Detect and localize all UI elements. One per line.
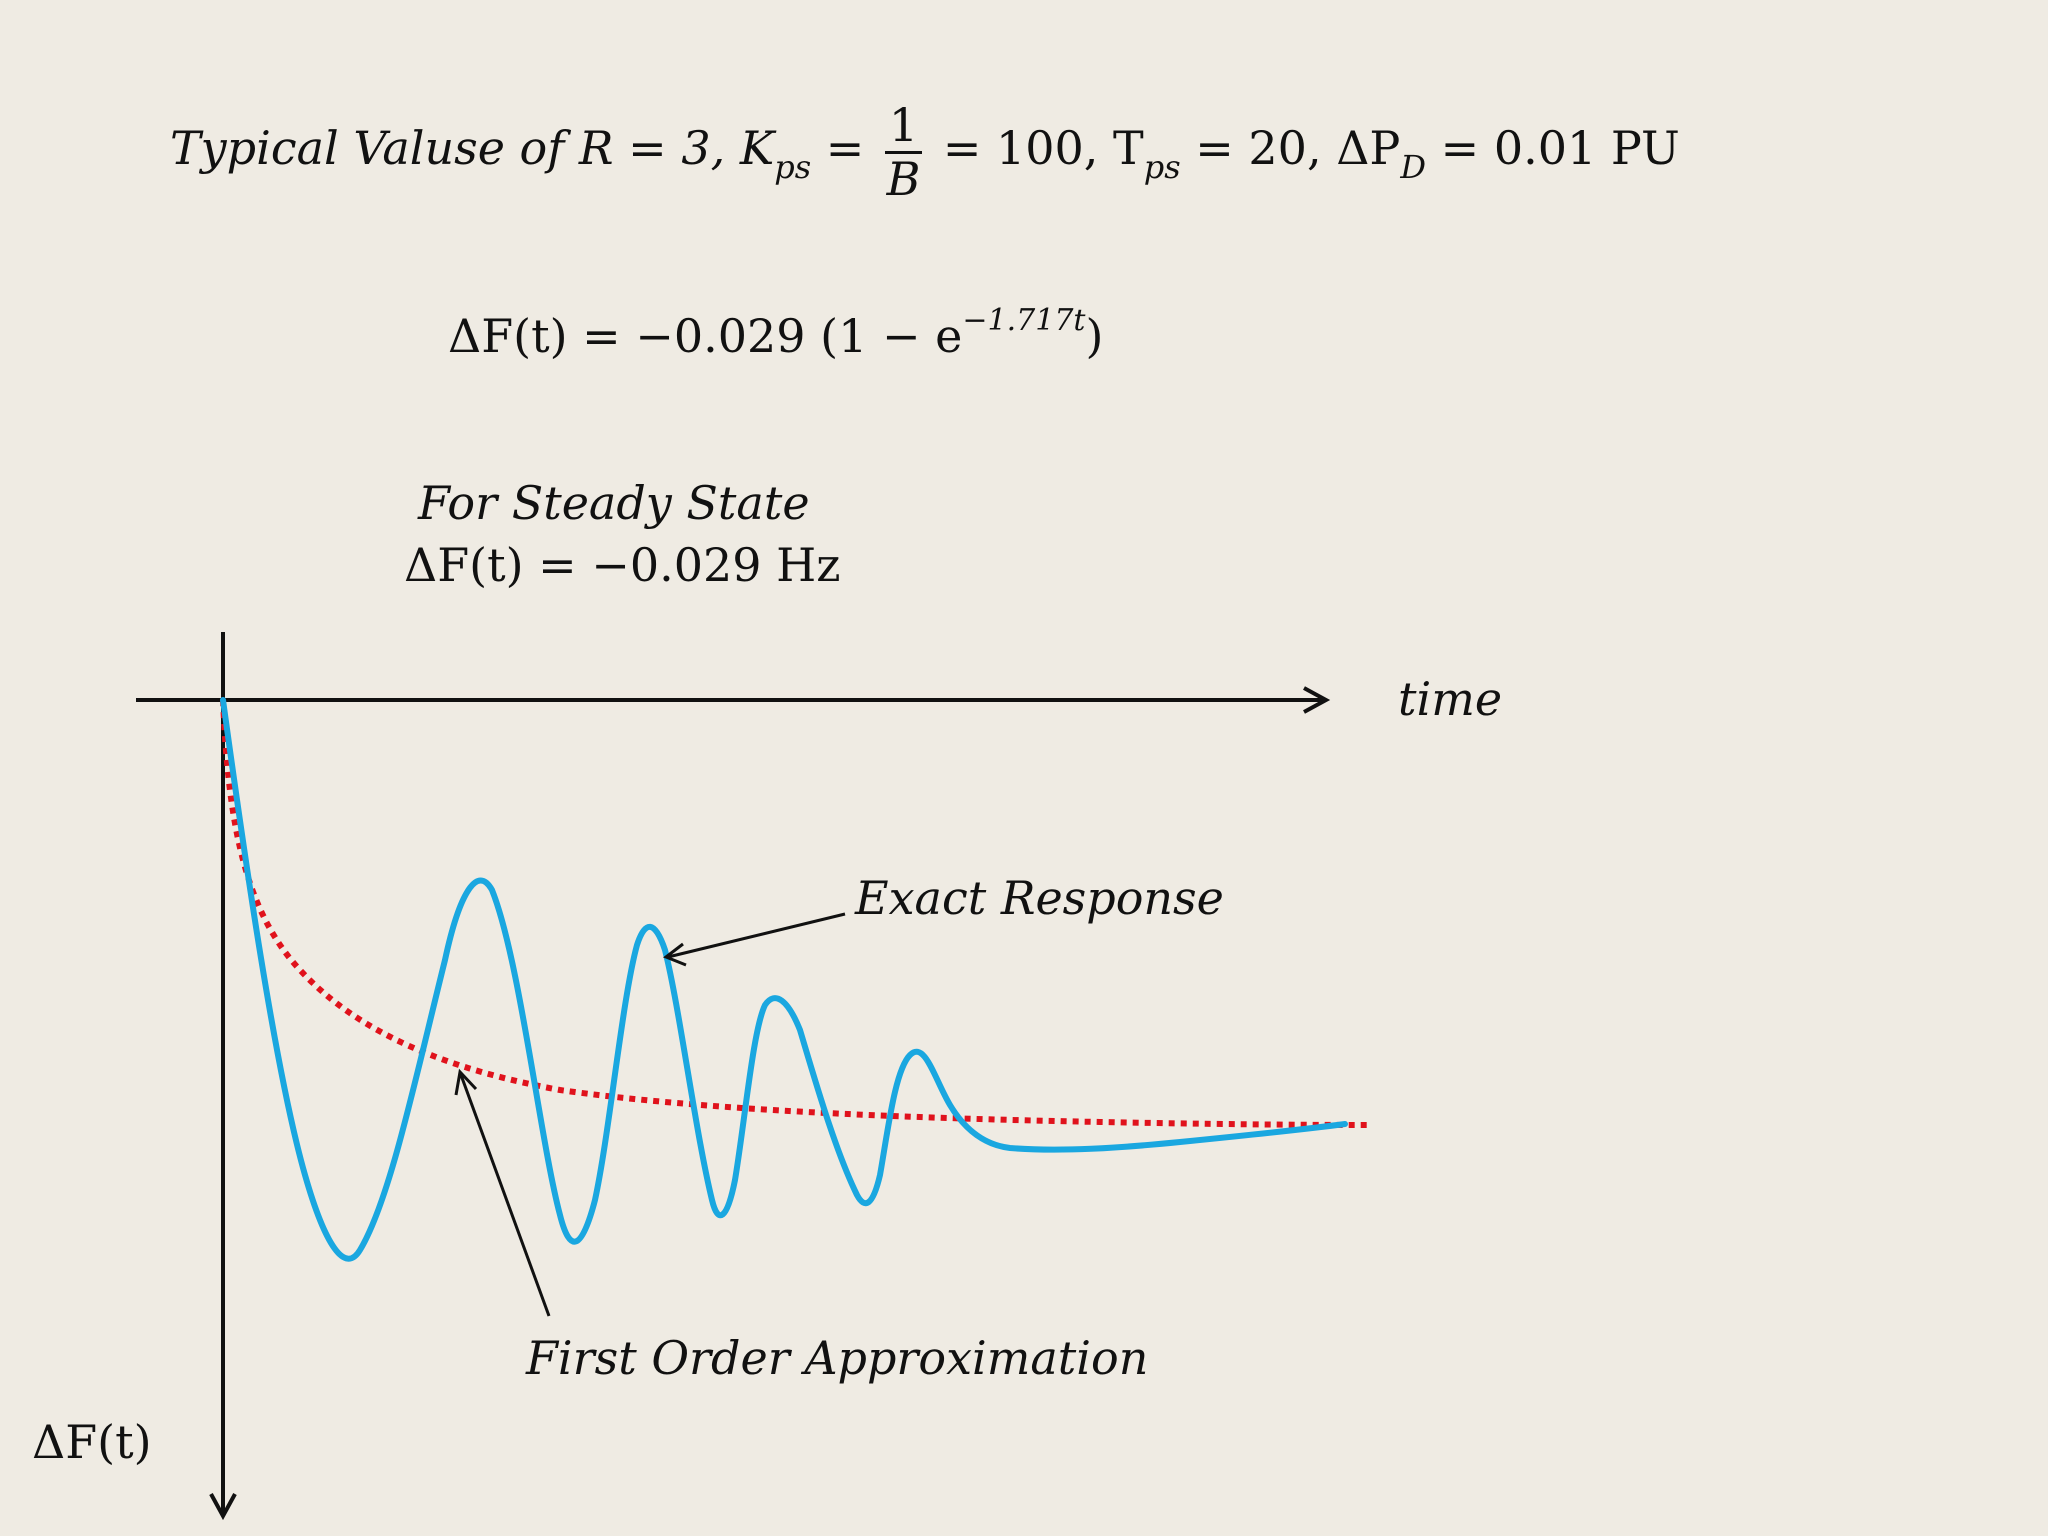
delta-f-axis-label: ΔF(t) [32,1415,152,1469]
exact-response-pointer-arrowhead [662,942,687,967]
first-order-approximation-curve [220,699,1371,1128]
response-equation-lhs: ΔF(t) = −0.029 (1 − e [448,309,963,363]
delta-f-axis-arrowhead [209,1493,237,1521]
typical-values-equation: Typical Valuse of R = 3, Kps = 1 B = 100… [170,100,1680,204]
tps-subscript: ps [1143,148,1181,187]
exact-response-curve [220,697,1348,1262]
time-axis-label: time [1398,672,1502,726]
pd-value: = 0.01 PU [1440,121,1680,176]
exact-response-pointer [667,912,846,959]
response-exponent: −1.717t [962,303,1086,338]
approximation-pointer [459,1074,551,1317]
kps-subscript: ps [774,148,812,187]
kps-value-tps-term: = 100, T [942,121,1144,176]
response-equation: ΔF(t) = −0.029 (1 − e−1.717t) [448,303,1103,360]
exact-response-label: Exact Response [854,871,1224,925]
response-close-paren: ) [1085,309,1104,363]
tps-value-pd-term: = 20, ΔP [1195,121,1401,176]
steady-state-equation: ΔF(t) = −0.029 Hz [404,538,841,592]
fraction-numerator: 1 [884,100,923,154]
first-order-approximation-label: First Order Approximation [525,1331,1148,1385]
r-kps-term: R = 3, K [578,121,775,176]
approximation-pointer-arrowhead [454,1068,478,1096]
steady-state-label: For Steady State [418,476,810,530]
fraction-one-over-b: 1 B [884,100,923,206]
pd-subscript: D [1400,148,1427,187]
equals-sign: = [825,121,865,176]
typical-values-prefix: Typical Valuse of [170,121,565,176]
time-axis-arrowhead [1303,686,1331,714]
fraction-denominator: B [886,151,921,206]
